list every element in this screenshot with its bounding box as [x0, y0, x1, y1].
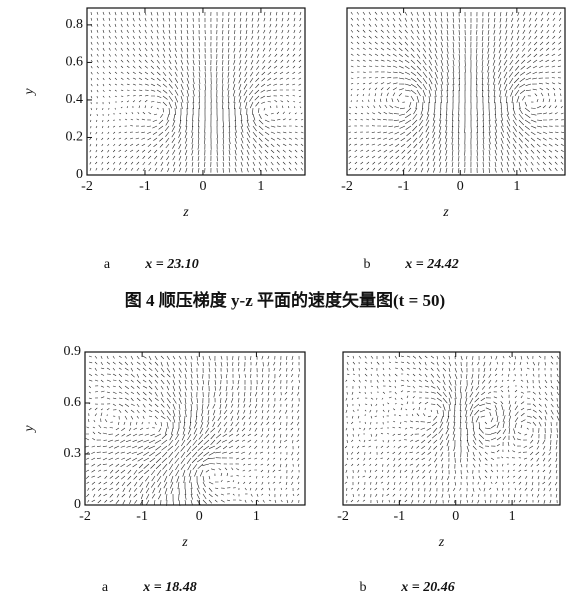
- panel-label: a: [104, 257, 111, 272]
- y-axis-label: y: [22, 425, 37, 434]
- panel-caption: x = 24.42: [404, 257, 458, 272]
- x-tick-label: -1: [398, 179, 410, 194]
- x-tick-label: -2: [341, 179, 353, 194]
- vector-field: [348, 11, 565, 174]
- plot-frame: [84, 351, 306, 506]
- x-tick-label: 0: [196, 509, 203, 524]
- panel-caption: x = 18.48: [142, 580, 196, 595]
- plot-frame: [86, 7, 306, 176]
- panel-label: b: [364, 257, 371, 272]
- y-tick-label: 0.4: [66, 92, 84, 107]
- panel-label: a: [102, 580, 109, 595]
- y-tick-label: 0.3: [64, 446, 82, 461]
- x-tick-label: -2: [79, 509, 91, 524]
- vector-field: [344, 355, 560, 504]
- y-tick-label: 0.8: [66, 17, 84, 32]
- x-tick-label: 1: [513, 179, 520, 194]
- panel-caption: x = 20.46: [400, 580, 454, 595]
- x-axis-label: z: [182, 205, 189, 220]
- y-tick-label: 0.9: [64, 344, 82, 359]
- panel-caption: x = 23.10: [144, 257, 198, 272]
- y-tick-label: 0.6: [64, 395, 82, 410]
- x-tick-label: 1: [257, 179, 264, 194]
- y-axis-label: y: [22, 88, 37, 97]
- x-tick-label: -2: [81, 179, 93, 194]
- plot-frame: [346, 7, 566, 176]
- y-tick-label: 0: [74, 497, 81, 512]
- x-tick-label: -1: [136, 509, 148, 524]
- y-tick-label: 0.2: [66, 130, 84, 145]
- panel-label: b: [360, 580, 367, 595]
- x-axis-label: z: [181, 535, 188, 550]
- figure-caption: 图 4 顺压梯度 y-z 平面的速度矢量图(t = 50): [125, 290, 445, 310]
- x-tick-label: -1: [394, 509, 406, 524]
- x-tick-label: 0: [457, 179, 464, 194]
- y-tick-label: 0: [76, 167, 83, 182]
- x-tick-label: -2: [337, 509, 349, 524]
- x-tick-label: 1: [509, 509, 516, 524]
- x-axis-label: z: [442, 205, 449, 220]
- x-axis-label: z: [438, 535, 445, 550]
- plot-frame: [342, 351, 561, 506]
- x-tick-label: 0: [199, 179, 206, 194]
- vector-field: [89, 11, 304, 173]
- y-tick-label: 0.6: [66, 55, 84, 70]
- x-tick-label: 0: [452, 509, 459, 524]
- x-tick-label: 1: [253, 509, 260, 524]
- vector-field: [85, 355, 300, 506]
- x-tick-label: -1: [139, 179, 151, 194]
